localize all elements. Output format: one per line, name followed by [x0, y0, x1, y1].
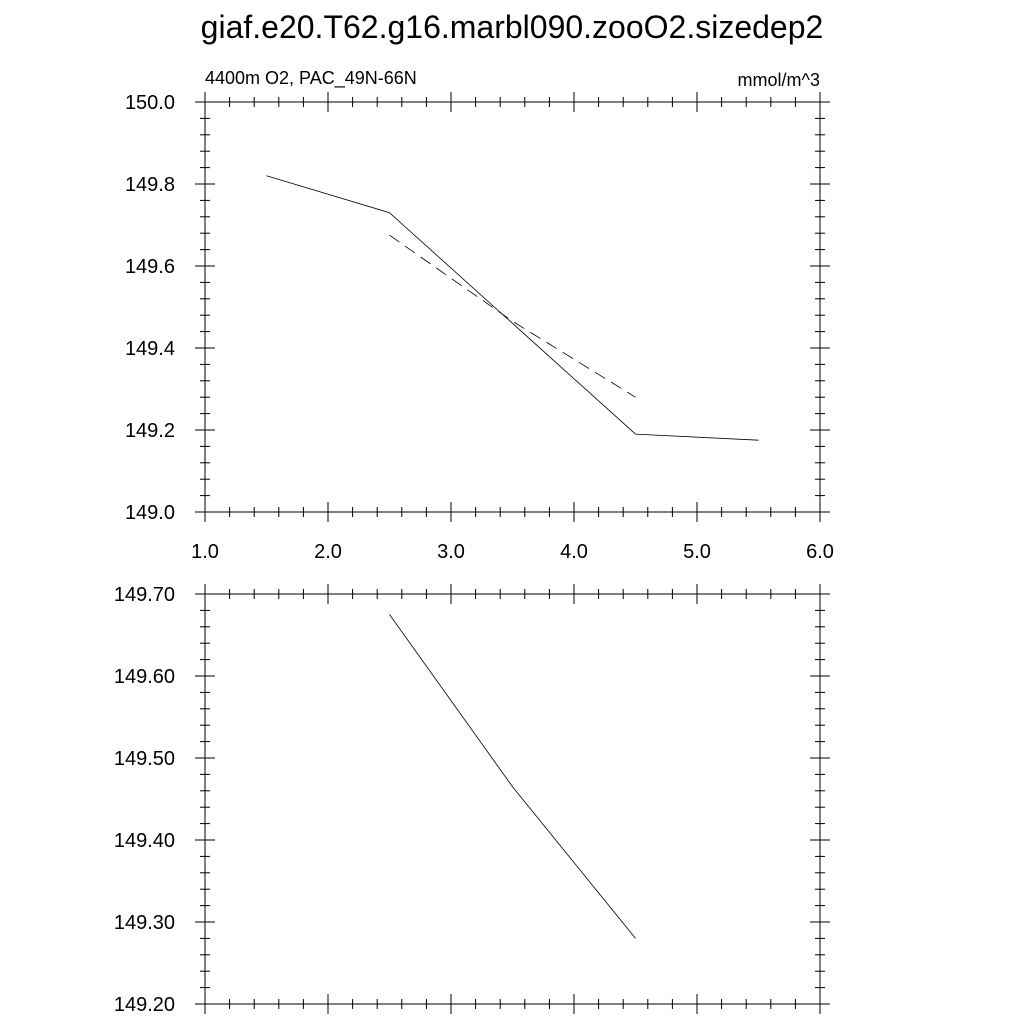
y-tick-label: 149.4 [125, 338, 175, 360]
plot-frame [204, 101, 821, 513]
plot-panel-1: 1.0 2.0 3.0 4.0 5.0 6.0 149.0 149.2 149.4 149.6 14… [125, 68, 834, 563]
y-tick-label: 149.2 [125, 420, 175, 442]
y-tick-label: 149.60 [114, 666, 175, 688]
series-line-2 [389, 234, 636, 398]
x-tick-label: 6.0 [806, 541, 834, 563]
chart-title: giaf.e20.T62.g16.marbl090.zooO2.sizedep2 [201, 9, 824, 45]
y-tick-label: 149.8 [125, 174, 175, 196]
plot-panel-2: 149.20 149.30 149.40 149.50 149.60 149.70 [114, 584, 830, 1016]
x-tick-label: 1.0 [191, 541, 219, 563]
y-tick-label: 149.6 [125, 256, 175, 278]
plot-frame [204, 593, 821, 1005]
x-tick-label: 5.0 [683, 541, 711, 563]
x-tick-label: 3.0 [437, 541, 465, 563]
series-line-1 [266, 175, 759, 441]
y-tick-label: 149.20 [114, 994, 175, 1016]
y-tick-label: 149.70 [114, 584, 175, 606]
x-tick-label: 2.0 [314, 541, 342, 563]
y-tick-label: 149.30 [114, 912, 175, 934]
y-tick-label: 149.0 [125, 502, 175, 524]
units-label: mmol/m^3 [738, 70, 820, 90]
y-tick-label: 149.50 [114, 748, 175, 770]
y-tick-label: 149.40 [114, 830, 175, 852]
x-tick-label: 4.0 [560, 541, 588, 563]
y-tick-label: 150.0 [125, 92, 175, 114]
series-line-1 [389, 614, 636, 939]
plots-group: 1.0 2.0 3.0 4.0 5.0 6.0 149.0 149.2 149.4 149.6 14… [114, 68, 834, 1016]
subtitle-left: 4400m O2, PAC_49N-66N [205, 68, 417, 89]
